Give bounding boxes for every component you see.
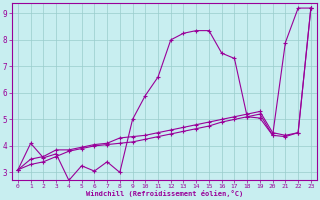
X-axis label: Windchill (Refroidissement éolien,°C): Windchill (Refroidissement éolien,°C) [86,190,243,197]
